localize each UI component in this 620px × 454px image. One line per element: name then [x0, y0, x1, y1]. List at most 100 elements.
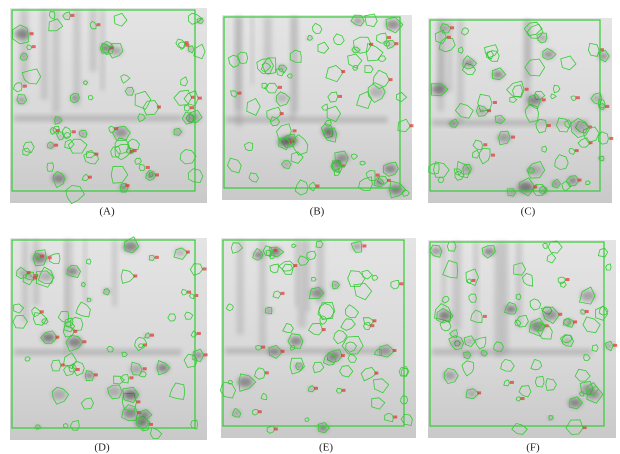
- gel-panel: (D): [10, 237, 208, 454]
- spot-tag: [565, 278, 569, 281]
- spot-tag: [477, 391, 481, 394]
- spot-tag: [471, 279, 475, 282]
- spot-tag: [392, 349, 396, 352]
- gel-panel: (F): [428, 240, 617, 454]
- band: [225, 348, 391, 354]
- panel-label: (C): [521, 206, 536, 218]
- spot-tag: [72, 130, 76, 133]
- spot-tag: [198, 97, 202, 100]
- gel-panel: (C): [428, 18, 613, 218]
- spot-tag: [547, 124, 551, 127]
- streak: [516, 242, 522, 328]
- band: [14, 115, 181, 121]
- protein-spot: [465, 338, 474, 345]
- streak: [112, 240, 117, 306]
- figure: (A) (B) (C) (D) (E) (F): [0, 0, 620, 454]
- panels: (A) (B) (C) (D) (E) (F): [10, 8, 617, 454]
- spot-tag: [576, 96, 580, 99]
- spot-tag: [609, 137, 613, 140]
- spot-tag: [613, 344, 617, 347]
- streak: [64, 240, 67, 354]
- spot-tag: [483, 315, 487, 318]
- streak: [73, 10, 80, 106]
- spot-tag: [338, 95, 342, 98]
- spot-tag: [510, 381, 514, 384]
- spot-tag: [314, 387, 318, 390]
- spot-tag: [33, 277, 37, 280]
- spot-tag: [73, 330, 77, 333]
- protein-spot: [289, 336, 302, 345]
- spot-tag: [558, 313, 562, 316]
- spot-tag: [186, 250, 190, 253]
- spot-tag: [94, 373, 98, 376]
- streak: [84, 240, 87, 303]
- panel-label: (E): [319, 442, 333, 454]
- protein-spot: [71, 95, 79, 100]
- spot-tag: [265, 371, 269, 374]
- protein-spot: [508, 189, 516, 195]
- panel-label: (F): [526, 442, 540, 454]
- streak: [52, 10, 60, 113]
- protein-spot: [587, 390, 601, 400]
- spot-tag: [370, 324, 374, 327]
- spot-tag: [185, 41, 189, 44]
- protein-spot: [568, 177, 578, 184]
- spot-tag: [315, 184, 319, 187]
- streak: [452, 242, 461, 330]
- panel-label: (A): [99, 206, 115, 218]
- protein-spot: [369, 86, 385, 97]
- spot-tag: [133, 274, 137, 277]
- spot-tag: [374, 372, 378, 375]
- streak: [264, 17, 272, 73]
- streak: [457, 20, 463, 124]
- spot-tag: [261, 346, 265, 349]
- spot-tag: [341, 70, 345, 73]
- spot-tag: [483, 143, 487, 146]
- protein-spot: [385, 19, 400, 29]
- streak: [290, 17, 295, 120]
- streak: [295, 240, 299, 307]
- protein-spot: [443, 371, 456, 380]
- spot-tag: [27, 271, 31, 274]
- spot-tag: [190, 106, 194, 109]
- protein-spot: [384, 164, 397, 173]
- spot-tag: [70, 14, 74, 17]
- spot-tag: [237, 92, 241, 95]
- spot-tag: [450, 26, 454, 29]
- spot-tag: [525, 88, 529, 91]
- spot-tag: [273, 249, 277, 252]
- spot-tag: [409, 124, 413, 127]
- spot-tag: [293, 264, 297, 267]
- spot-tag: [136, 400, 140, 403]
- spot-tag: [585, 310, 589, 313]
- spot-tag: [369, 43, 373, 46]
- protein-spot: [128, 149, 133, 153]
- spot-tag: [146, 166, 150, 169]
- protein-spot: [103, 44, 113, 51]
- spot-tag: [40, 310, 44, 313]
- spot-tag: [399, 282, 403, 285]
- band: [226, 117, 388, 123]
- streak: [474, 242, 479, 343]
- gel-panel: (B): [222, 14, 413, 218]
- spot-tag: [280, 112, 284, 115]
- spot-tag: [376, 174, 380, 177]
- streak: [437, 20, 444, 111]
- spot-tag: [362, 244, 366, 247]
- spot-tag: [155, 256, 159, 259]
- streak: [90, 10, 97, 72]
- band: [14, 349, 181, 355]
- spot-tag: [143, 367, 147, 370]
- spot-tag: [394, 42, 398, 45]
- spot-tag: [447, 36, 451, 39]
- spot-tag: [150, 334, 154, 337]
- spot-tag: [605, 105, 609, 108]
- spot-tag: [96, 23, 100, 26]
- spot-tag: [487, 109, 491, 112]
- protein-spot: [173, 129, 182, 135]
- spot-tag: [387, 179, 391, 182]
- spot-tag: [125, 184, 129, 187]
- panel-label: (B): [310, 206, 325, 218]
- spot-tag: [88, 176, 92, 179]
- streak: [236, 240, 243, 335]
